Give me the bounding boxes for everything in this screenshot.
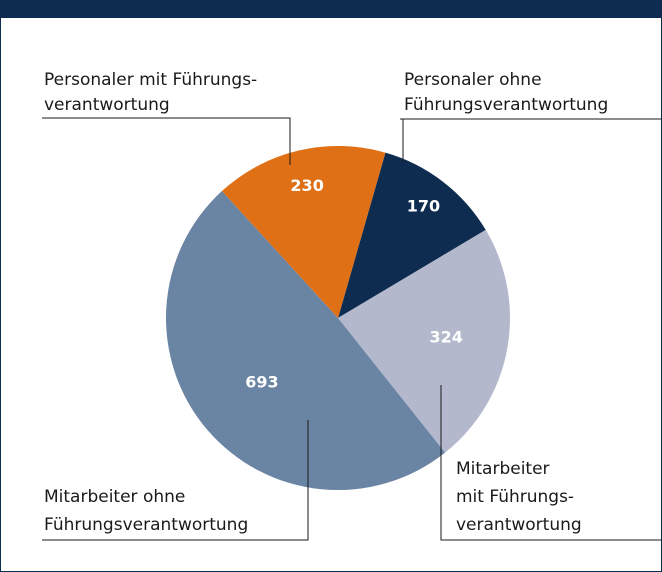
value-label: 170	[407, 197, 440, 216]
slice-label: Personaler mit Führungs-	[44, 70, 257, 90]
pie-slice	[338, 152, 486, 318]
leader-line	[42, 420, 309, 541]
leader-line	[400, 118, 662, 162]
slice-label: Mitarbeiter	[456, 459, 550, 479]
slice-label: Personaler ohne	[404, 70, 542, 90]
slice-label: verantwortung	[456, 515, 582, 535]
leader-line	[42, 117, 291, 165]
slice-label: mit Führungs-	[456, 487, 574, 507]
slice-label: Führungsverantwortung	[404, 95, 608, 115]
pie-slice	[165, 191, 446, 490]
leader-line	[440, 385, 662, 541]
slice-label: Mitarbeiter ohne	[44, 487, 185, 507]
value-label: 324	[430, 327, 463, 346]
pie	[165, 146, 510, 490]
pie-slice	[221, 146, 386, 318]
slice-label: Führungsverantwortung	[44, 515, 248, 535]
value-label: 230	[290, 176, 323, 195]
header-bar	[0, 0, 662, 18]
value-label: 693	[245, 372, 278, 391]
slice-label: verantwortung	[44, 95, 170, 115]
pie-slice	[338, 229, 510, 453]
